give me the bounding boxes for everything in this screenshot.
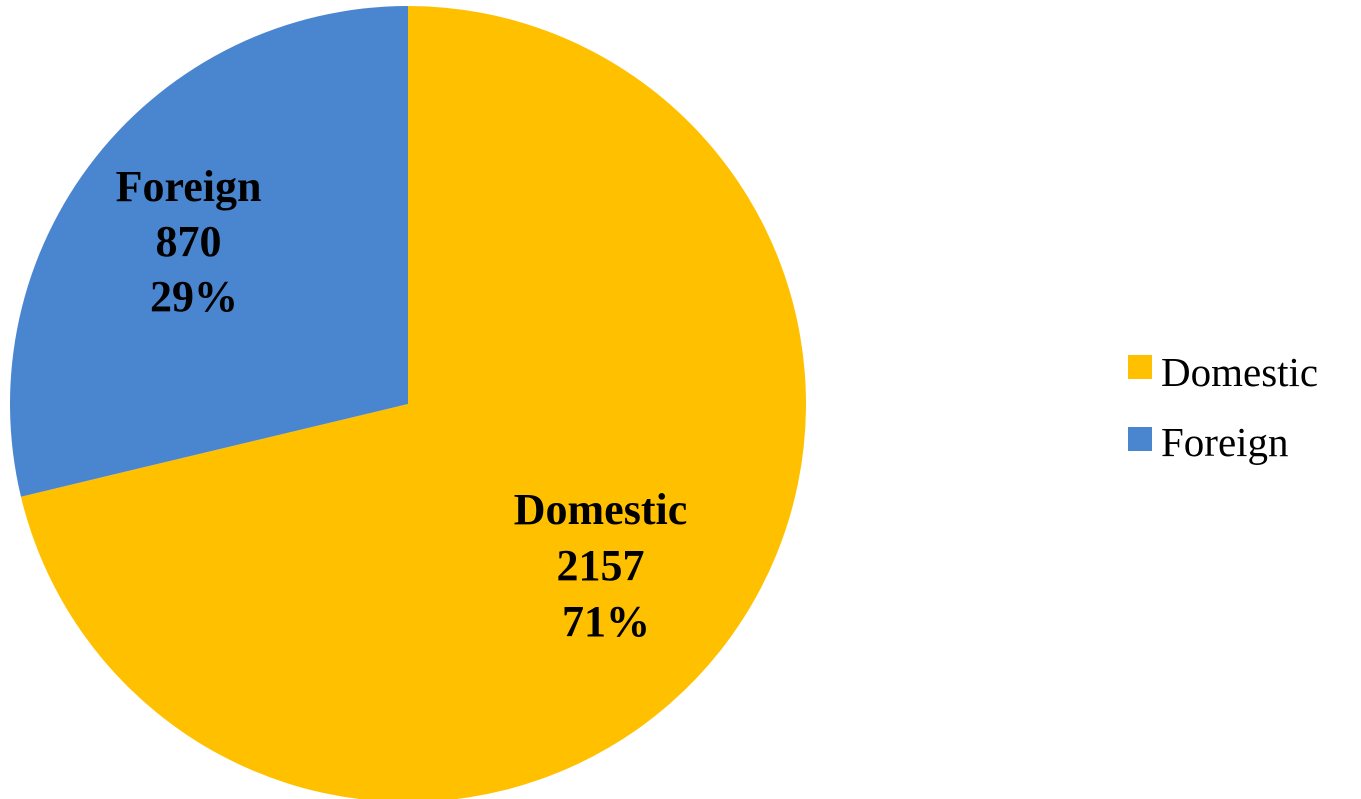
legend-label-foreign: Foreign <box>1161 419 1289 465</box>
slice-label-domestic-name: Domestic <box>514 485 688 534</box>
slice-label-domestic-value: 2157 <box>557 541 645 590</box>
slice-label-foreign: Foreign 870 29% <box>116 162 273 321</box>
slice-label-foreign-value: 870 <box>156 217 222 266</box>
legend: Domestic Foreign <box>1128 349 1318 465</box>
slice-labels: Domestic 2157 71% Foreign 870 29% <box>116 162 699 646</box>
slice-label-domestic: Domestic 2157 71% <box>514 485 699 646</box>
slice-label-domestic-percent: 71% <box>562 597 650 646</box>
pie-slices <box>9 6 806 799</box>
legend-swatch-foreign <box>1128 427 1152 451</box>
pie-slice-domestic <box>20 6 806 799</box>
legend-swatch-domestic <box>1128 355 1152 379</box>
slice-label-foreign-percent: 29% <box>150 272 238 321</box>
legend-label-domestic: Domestic <box>1161 349 1318 395</box>
pie-slice-foreign <box>9 6 408 497</box>
slice-label-foreign-name: Foreign <box>116 162 262 211</box>
